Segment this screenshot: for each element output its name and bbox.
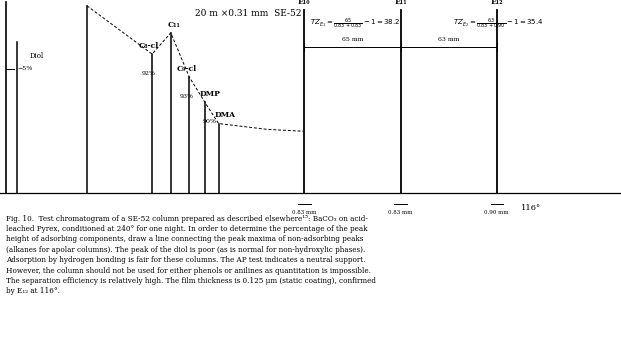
Text: E₁₂: E₁₂ — [491, 0, 503, 7]
Text: 0.83 mm: 0.83 mm — [292, 210, 317, 215]
Text: 90%: 90% — [203, 119, 217, 125]
Text: E₁₀: E₁₀ — [298, 0, 310, 7]
Text: DMP: DMP — [199, 90, 220, 98]
Text: −5%: −5% — [17, 66, 33, 71]
Text: 63 mm: 63 mm — [438, 37, 460, 42]
Text: Fig. 10.  Test chromatogram of a SE-52 column prepared as described elsewhere¹⁵:: Fig. 10. Test chromatogram of a SE-52 co… — [6, 215, 376, 295]
Text: 116°: 116° — [521, 204, 541, 212]
Text: 0.90 mm: 0.90 mm — [484, 210, 509, 215]
Text: $TZ_{E_1} = \frac{65}{0.83+0.83}-1 = 38.2$: $TZ_{E_1} = \frac{65}{0.83+0.83}-1 = 38.… — [310, 17, 401, 31]
Text: C₉-cl: C₉-cl — [176, 65, 196, 73]
Text: E₁₁: E₁₁ — [394, 0, 407, 7]
Text: 0.83 mm: 0.83 mm — [388, 210, 413, 215]
Text: C₀: C₀ — [82, 0, 92, 2]
Text: C₁₁: C₁₁ — [168, 21, 180, 29]
Text: Diol: Diol — [30, 52, 44, 60]
Text: DMA: DMA — [214, 111, 235, 119]
Text: 20 m ×0.31 mm  SE-52: 20 m ×0.31 mm SE-52 — [195, 9, 302, 18]
Text: 93%: 93% — [179, 94, 193, 99]
Text: C₈-cl: C₈-cl — [139, 42, 159, 50]
Text: 65 mm: 65 mm — [342, 37, 363, 42]
Text: $TZ_{E_2} = \frac{63}{0.83+0.90}-1 = 35.4$: $TZ_{E_2} = \frac{63}{0.83+0.90}-1 = 35.… — [453, 17, 544, 31]
Text: 92%: 92% — [142, 71, 156, 76]
